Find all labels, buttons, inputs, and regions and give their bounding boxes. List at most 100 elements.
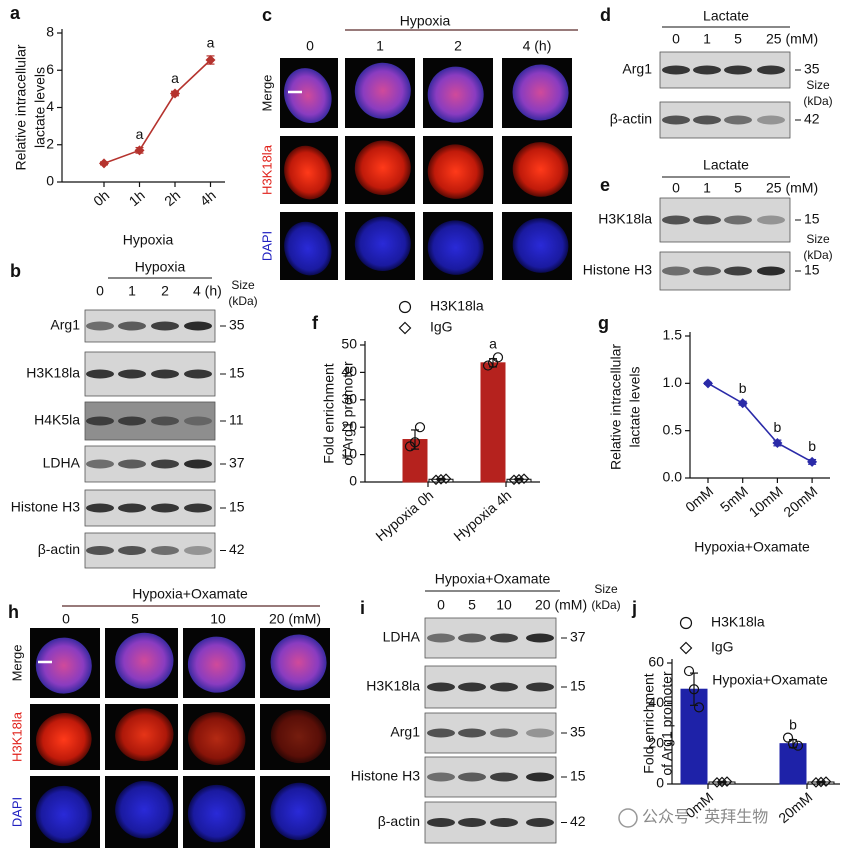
size-value: 37 bbox=[570, 629, 586, 645]
nucleus bbox=[187, 636, 246, 693]
blot-band bbox=[151, 503, 179, 513]
point bbox=[99, 158, 109, 169]
data-point bbox=[792, 740, 804, 751]
y-axis-label: of Arg1 promoter bbox=[659, 671, 675, 776]
row-label: Histone H3 bbox=[11, 499, 80, 515]
row-label: H4K5la bbox=[34, 412, 80, 428]
data-point bbox=[440, 473, 452, 485]
nucleus bbox=[115, 632, 174, 689]
blot-band bbox=[526, 633, 554, 643]
y-tick-label: 0.5 bbox=[663, 421, 683, 437]
blot-band bbox=[757, 266, 785, 276]
row-label: Arg1 bbox=[390, 724, 420, 740]
blot-band bbox=[151, 321, 179, 331]
blot-band bbox=[526, 818, 554, 827]
nucleus bbox=[512, 64, 569, 121]
nucleus bbox=[427, 144, 484, 199]
size-value: 42 bbox=[570, 813, 586, 829]
size-value: 15 bbox=[229, 365, 245, 381]
blot-band bbox=[458, 633, 486, 643]
y-tick-label: 0.0 bbox=[663, 469, 683, 485]
blot-band bbox=[427, 818, 455, 827]
legend-label: H3K18la bbox=[711, 614, 765, 630]
blot-band bbox=[151, 416, 179, 426]
annotation: a bbox=[207, 35, 215, 51]
watermark: 公众号 · 英拜生物 bbox=[642, 808, 768, 826]
size-label: Size bbox=[806, 78, 830, 92]
line bbox=[707, 382, 813, 463]
blot-header: Lactate bbox=[703, 8, 749, 24]
blot-band bbox=[184, 503, 212, 513]
blot-band bbox=[662, 215, 690, 225]
lane-label: 0 bbox=[96, 283, 104, 299]
point bbox=[737, 398, 748, 409]
blot-band bbox=[427, 633, 455, 643]
lane-label: 1 bbox=[703, 31, 711, 47]
size-label: Size bbox=[231, 278, 255, 292]
size-label: Size bbox=[594, 582, 618, 596]
blot-band bbox=[662, 115, 690, 125]
legend-label: IgG bbox=[430, 319, 453, 335]
size-value: 37 bbox=[229, 455, 245, 471]
size-value: 15 bbox=[804, 211, 820, 227]
panel-letter: j bbox=[631, 598, 637, 618]
data-point bbox=[435, 473, 447, 485]
legend-marker bbox=[398, 300, 412, 314]
blot-band bbox=[427, 772, 455, 782]
inner-label: Hypoxia+Oxamate bbox=[712, 672, 828, 688]
data-point bbox=[513, 473, 525, 485]
blot-band bbox=[86, 503, 114, 513]
nucleus bbox=[284, 221, 332, 276]
blot-header: Lactate bbox=[703, 157, 749, 173]
legend-label: IgG bbox=[711, 639, 734, 655]
column-label: 10 bbox=[210, 611, 226, 627]
data-point bbox=[492, 352, 504, 363]
nucleus bbox=[35, 785, 92, 844]
nucleus bbox=[512, 218, 569, 273]
blot-band bbox=[118, 546, 146, 555]
y-tick-label: 60 bbox=[648, 654, 664, 670]
panel-letter: h bbox=[8, 602, 19, 622]
data-point bbox=[430, 474, 442, 486]
column-label: 20 (mM) bbox=[269, 611, 321, 627]
blot-band bbox=[490, 772, 518, 782]
nucleus bbox=[270, 634, 327, 691]
panel-letter: i bbox=[360, 598, 365, 618]
lane-label: 20 (mM) bbox=[535, 597, 587, 613]
nucleus bbox=[270, 782, 327, 841]
blot-band bbox=[184, 546, 212, 555]
nucleus bbox=[283, 68, 332, 124]
row-label: H3K18la bbox=[26, 365, 80, 381]
blot-band bbox=[184, 369, 212, 379]
y-tick-label: 40 bbox=[648, 694, 664, 710]
lane-label: 5 bbox=[734, 180, 742, 196]
blot-band bbox=[724, 65, 752, 75]
lane-label: 25 (mM) bbox=[766, 31, 818, 47]
size-value: 35 bbox=[229, 317, 245, 333]
blot-band bbox=[757, 65, 785, 75]
size-value: 35 bbox=[804, 61, 820, 77]
x-axis-label: Hypoxia bbox=[123, 232, 174, 248]
blot-band bbox=[526, 682, 554, 692]
lane-label: 0 bbox=[672, 31, 680, 47]
y-tick-label: 0 bbox=[656, 775, 664, 791]
annotation: b bbox=[739, 380, 747, 396]
lane-label: 1 bbox=[703, 180, 711, 196]
panel-letter: f bbox=[312, 313, 319, 333]
data-point bbox=[508, 474, 520, 486]
blot-band bbox=[86, 369, 114, 379]
lane-label: 0 bbox=[437, 597, 445, 613]
size-value: 42 bbox=[229, 541, 245, 557]
lane-label: 2 bbox=[161, 283, 169, 299]
blot-band bbox=[693, 115, 721, 125]
y-tick-label: 40 bbox=[341, 363, 357, 379]
y-tick-label: 6 bbox=[46, 61, 54, 77]
lane-label: 25 (mM) bbox=[766, 180, 818, 196]
legend-marker bbox=[679, 616, 693, 630]
blot-band bbox=[526, 772, 554, 782]
row-label: Histone H3 bbox=[583, 262, 652, 278]
size-value: 42 bbox=[804, 111, 820, 127]
legend-marker bbox=[679, 641, 693, 655]
